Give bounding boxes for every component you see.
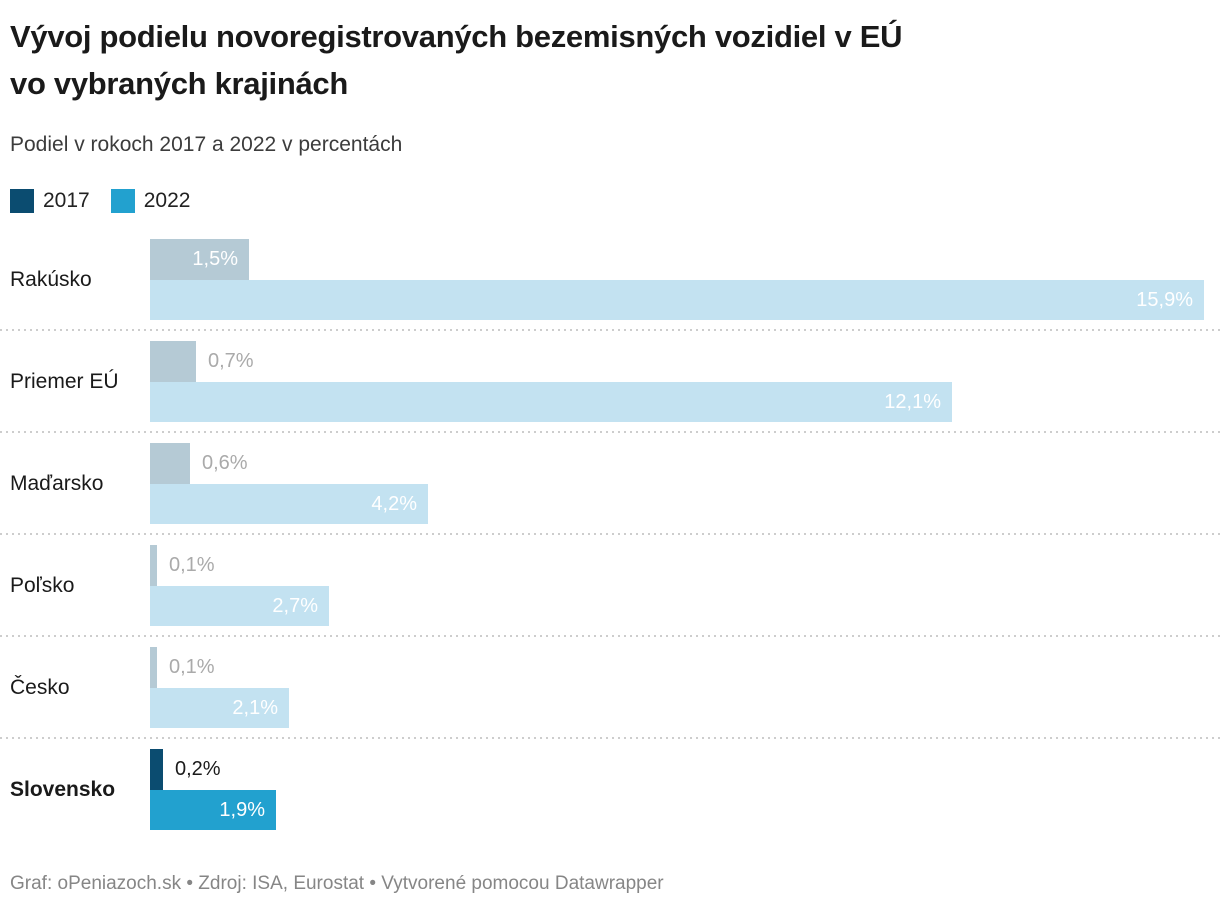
bar-2017 xyxy=(150,749,163,790)
legend-label: 2017 xyxy=(43,189,90,212)
bar-2017 xyxy=(150,443,190,484)
value-label-2022: 4,2% xyxy=(371,493,417,515)
bar-2017 xyxy=(150,545,157,586)
bar-row: Rakúsko 1,5% 15,9% xyxy=(0,239,1220,331)
bar-row: Poľsko 0,1% 2,7% xyxy=(0,545,1220,637)
bar-2022 xyxy=(150,484,428,524)
value-label-2017: 0,6% xyxy=(202,452,248,474)
category-label: Priemer EÚ xyxy=(10,369,119,393)
bar-2022 xyxy=(150,688,289,728)
bar-row: Slovensko 0,2% 1,9% xyxy=(10,749,1210,830)
value-label-2017: 0,1% xyxy=(169,554,215,576)
category-label: Poľsko xyxy=(10,573,75,597)
legend-item-2022: 2022 xyxy=(110,189,191,213)
bar-track: 0,1% 2,1% xyxy=(150,647,1204,728)
legend: 2017 2022 xyxy=(10,189,1210,213)
bar-2022 xyxy=(150,790,276,830)
bar-2022 xyxy=(150,280,1204,320)
bar-track: 0,1% 2,7% xyxy=(150,545,1204,626)
legend-swatch-icon xyxy=(10,189,34,213)
bar-track: 0,7% 12,1% xyxy=(150,341,1204,422)
bar-track: 0,6% 4,2% xyxy=(150,443,1204,524)
category-label: Česko xyxy=(10,675,70,699)
bar-row: Česko 0,1% 2,1% xyxy=(0,647,1220,739)
value-label-2022: 1,9% xyxy=(219,799,265,821)
value-label-2017: 0,1% xyxy=(169,656,215,678)
category-label: Slovensko xyxy=(10,777,116,801)
value-label-2022: 2,7% xyxy=(272,595,318,617)
legend-item-2017: 2017 xyxy=(10,189,90,213)
bar-2017 xyxy=(150,341,196,382)
chart-subtitle: Podiel v rokoch 2017 a 2022 v percentách xyxy=(10,133,403,156)
bar-2017 xyxy=(150,647,157,688)
value-label-2017: 0,7% xyxy=(208,350,254,372)
value-label-2022: 2,1% xyxy=(232,697,278,719)
value-label-2022: 12,1% xyxy=(884,391,941,413)
bar-2022 xyxy=(150,382,952,422)
legend-label: 2022 xyxy=(143,189,191,212)
bar-2017 xyxy=(150,239,249,280)
value-label-2017: 1,5% xyxy=(192,248,238,270)
category-label: Rakúsko xyxy=(10,267,92,291)
bar-2022 xyxy=(150,586,329,626)
legend-swatch-icon xyxy=(110,189,135,213)
chart-title: Vývoj podielu novoregistrovaných bezemis… xyxy=(10,19,903,101)
bar-chart: Rakúsko 1,5% 15,9% Priemer EÚ 0,7% 12,1% Maďar… xyxy=(0,239,1220,830)
bar-track: 0,2% 1,9% xyxy=(150,749,1204,830)
value-label-2017: 0,2% xyxy=(175,758,221,780)
value-label-2022: 15,9% xyxy=(1136,289,1193,311)
chart-credit: Graf: oPeniazoch.sk • Zdroj: ISA, Eurost… xyxy=(10,873,664,894)
bar-row: Maďarsko 0,6% 4,2% xyxy=(0,443,1220,535)
category-label: Maďarsko xyxy=(10,471,104,495)
bar-track: 1,5% 15,9% xyxy=(150,239,1204,320)
bar-row: Priemer EÚ 0,7% 12,1% xyxy=(0,341,1220,433)
